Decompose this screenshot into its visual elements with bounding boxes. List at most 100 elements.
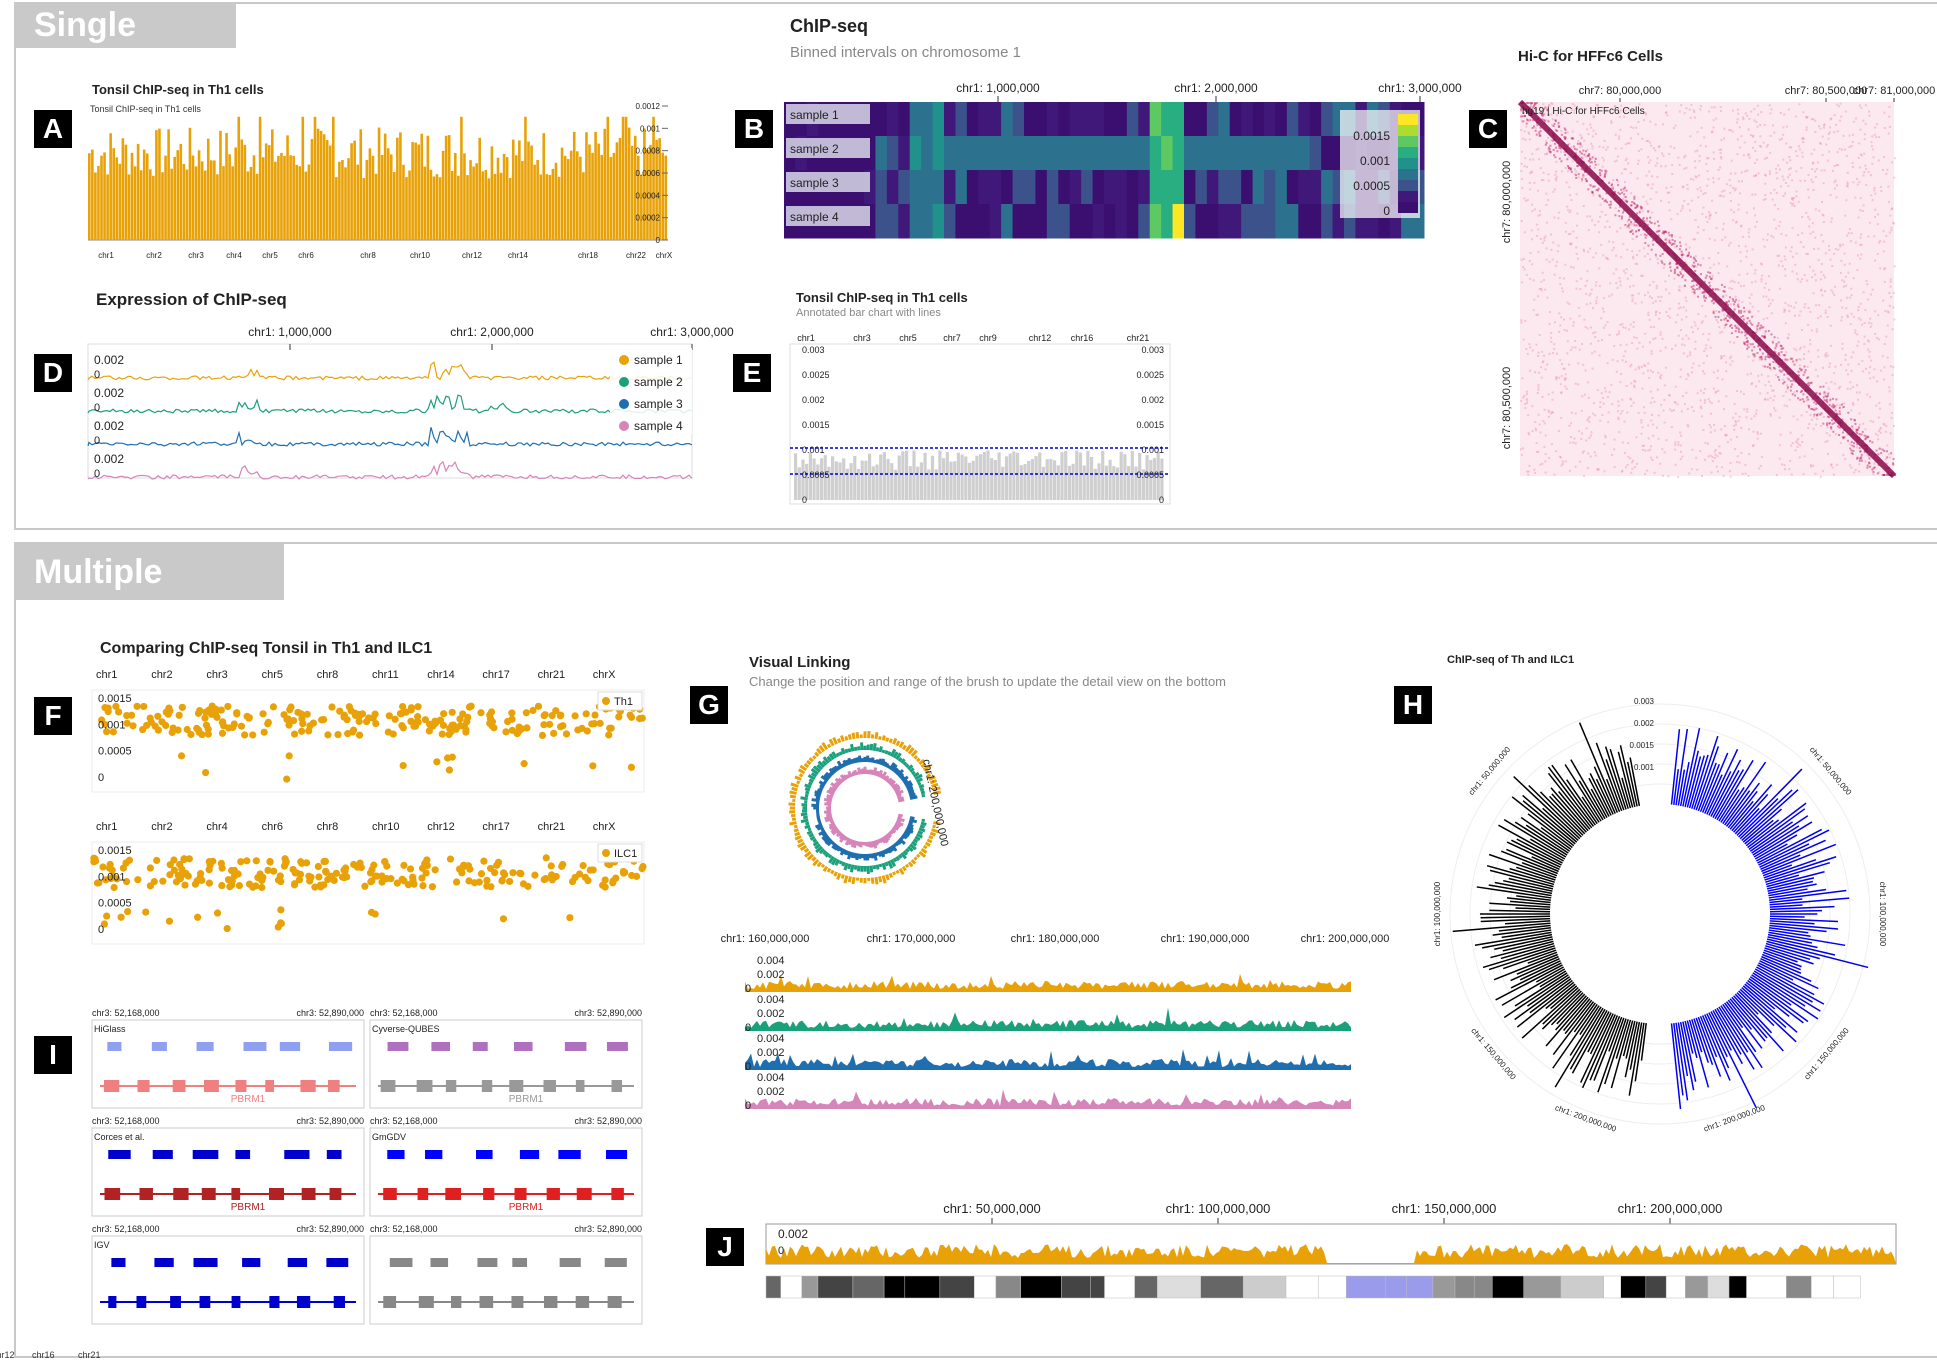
c-pixel [1848, 135, 1850, 137]
b-cell [898, 102, 910, 137]
badge-c: C [1469, 110, 1507, 148]
c-pixel [1546, 297, 1548, 299]
c-pixel [1570, 349, 1572, 351]
c-pixel [1712, 177, 1714, 179]
c-pixel [1667, 315, 1669, 317]
c-pixel [1705, 348, 1707, 350]
c-pixel [1529, 182, 1531, 184]
c-pixel [1777, 255, 1779, 257]
c-pixel [1620, 344, 1622, 346]
c-pixel-diag [1604, 174, 1606, 176]
c-pixel [1539, 334, 1541, 336]
c-pixel [1720, 158, 1722, 160]
c-pixel [1720, 428, 1722, 430]
c-pixel [1552, 412, 1554, 414]
c-pixel-diag [1654, 222, 1656, 224]
c-pixel [1748, 232, 1750, 234]
c-pixel [1611, 294, 1613, 296]
c-pixel [1757, 375, 1759, 377]
c-pixel [1559, 283, 1561, 285]
c-pixel [1552, 191, 1554, 193]
c-pixel [1734, 403, 1736, 405]
c-pixel-diag [1605, 170, 1607, 172]
a-bar [427, 136, 430, 240]
c-pixel [1570, 243, 1572, 245]
c-ytick-label: chr7: 80,000,000 [1501, 161, 1513, 244]
c-pixel [1561, 287, 1563, 289]
c-pixel-diag [1839, 407, 1841, 409]
f-xtick-label: chr3 [206, 669, 227, 681]
b-cell [1310, 204, 1322, 239]
c-pixel [1579, 461, 1581, 463]
c-pixel [1529, 343, 1531, 345]
c-pixel-diag [1589, 161, 1591, 163]
c-pixel [1707, 170, 1709, 172]
c-pixel-diag [1850, 449, 1852, 451]
c-pixel [1885, 336, 1887, 338]
c-pixel [1647, 292, 1649, 294]
c-pixel [1723, 223, 1725, 225]
c-pixel [1685, 243, 1687, 245]
c-pixel [1730, 129, 1732, 131]
c-pixel [1828, 306, 1830, 308]
e-bar [1023, 464, 1026, 500]
c-pixel [1865, 123, 1867, 125]
c-pixel-diag [1807, 376, 1809, 378]
a-bar [329, 146, 332, 240]
c-pixel-diag [1749, 320, 1751, 322]
c-pixel [1638, 150, 1640, 152]
c-pixel [1697, 196, 1699, 198]
g-circ-bar [915, 837, 920, 840]
c-pixel [1799, 456, 1801, 458]
c-pixel-diag [1681, 276, 1683, 278]
c-pixel [1705, 442, 1707, 444]
c-pixel [1709, 218, 1711, 220]
c-pixel [1671, 164, 1673, 166]
c-pixel [1685, 167, 1687, 169]
f-point [582, 874, 589, 881]
c-pixel-diag [1866, 467, 1868, 469]
c-pixel [1739, 416, 1741, 418]
b-cell [1093, 102, 1105, 137]
c-pixel [1860, 233, 1862, 235]
g-circ-bar [914, 756, 916, 758]
f-point [245, 715, 252, 722]
e-xtick-label: chr16 [1071, 333, 1094, 343]
c-pixel [1835, 124, 1837, 126]
g-circ-bar [909, 794, 915, 796]
c-pixel-diag [1592, 156, 1594, 158]
c-pixel [1846, 185, 1848, 187]
c-pixel [1800, 281, 1802, 283]
a-bar [585, 132, 588, 240]
d-ymax-label: 0.002 [94, 386, 124, 400]
c-pixel [1630, 172, 1632, 174]
c-pixel [1663, 399, 1665, 401]
c-pixel [1755, 174, 1757, 176]
a-bar [491, 146, 494, 240]
c-pixel [1703, 373, 1705, 375]
c-pixel-diag [1776, 343, 1778, 345]
a-bar [161, 172, 164, 240]
c-pixel-diag [1625, 196, 1627, 198]
c-pixel [1706, 185, 1708, 187]
c-pixel-diag [1802, 393, 1804, 395]
f-point [354, 863, 361, 870]
c-pixel [1542, 396, 1544, 398]
c-pixel [1599, 420, 1601, 422]
panel-f-chart: chr1 chr2 chr3 chr5 chr8 chr11 chr14 chr17 chr21… [92, 666, 652, 968]
f-point [298, 728, 305, 735]
f-point [419, 882, 426, 889]
c-pixel [1870, 360, 1872, 362]
e-bar [912, 451, 915, 500]
c-pixel [1846, 314, 1848, 316]
b-cell [1013, 170, 1025, 205]
b-legend-swatch [1398, 202, 1418, 213]
c-pixel [1623, 168, 1625, 170]
c-pixel [1806, 400, 1808, 402]
c-pixel-diag [1796, 390, 1798, 392]
c-pixel [1571, 412, 1573, 414]
c-pixel [1851, 294, 1853, 296]
c-pixel [1548, 457, 1550, 459]
c-pixel-diag [1622, 212, 1624, 214]
c-pixel [1836, 404, 1838, 406]
